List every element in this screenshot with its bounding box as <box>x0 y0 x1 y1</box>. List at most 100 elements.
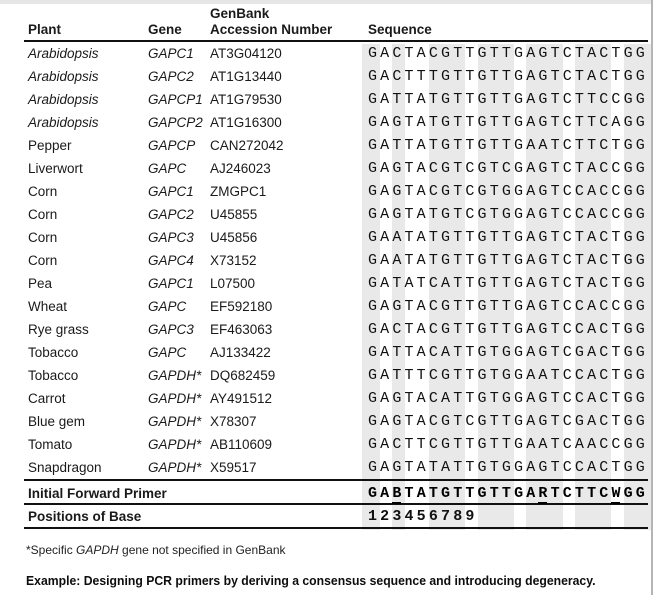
accession-cell: CAN272042 <box>210 138 284 153</box>
example-caption: Example: Designing PCR primers by derivi… <box>26 573 596 588</box>
header-sequence: Sequence <box>368 22 432 37</box>
table-row: Wheat GAPC EF592180 GAGTACGTTGTTGAGTCCACCGG <box>24 295 648 318</box>
primer-base: A <box>380 485 390 502</box>
accession-cell: AJ133422 <box>210 345 271 360</box>
primer-base: G <box>368 485 378 502</box>
gene-cell: GAPDH* <box>148 414 202 429</box>
highlight-stripe <box>623 44 651 530</box>
plant-cell: Corn <box>28 207 58 222</box>
primer-base: C <box>562 485 572 502</box>
gene-cell: GAPC1 <box>148 184 194 199</box>
table-row: Pea GAPC1 L07500 GATATCATTGTTGAGTCTACTGG <box>24 272 648 295</box>
accession-cell: AT1G16300 <box>210 115 282 130</box>
gene-cell: GAPDH* <box>148 368 202 383</box>
table-body: Arabidopsis GAPC1 AT3G04120 GACTACGTTGTTGAG… <box>24 42 648 479</box>
table-row: Liverwort GAPC AJ246023 GAGTACGTCGTCGAGTCTA… <box>24 157 648 180</box>
gene-cell: GAPDH* <box>148 391 202 406</box>
table-header-row: Plant Gene GenBank Accession Number Sequ… <box>24 4 648 42</box>
plant-cell: Corn <box>28 253 58 268</box>
plant-cell: Pepper <box>28 138 72 153</box>
plant-cell: Pea <box>28 276 53 291</box>
highlight-stripe <box>526 44 563 530</box>
footnote-prefix: *Specific <box>26 543 77 557</box>
accession-cell: U45855 <box>210 207 258 222</box>
figure-top-edge <box>0 0 651 4</box>
table-row: Corn GAPC1 ZMGPC1 GAGTACGTCGTGGAGTCCACCGG <box>24 180 648 203</box>
accession-cell: AT3G04120 <box>210 46 282 61</box>
plant-cell: Corn <box>28 230 58 245</box>
gene-cell: GAPC1 <box>148 46 194 61</box>
accession-cell: ZMGPC1 <box>210 184 267 199</box>
table-row: Corn GAPC2 U45855 GAGTATGTCGTGGAGTCCACCGG <box>24 203 648 226</box>
plant-cell: Tomato <box>28 437 73 452</box>
primer-base: A <box>526 485 536 502</box>
sequence-cell: GACTTTGTTGTTGAGTCTACTGG <box>368 68 648 85</box>
header-plant: Plant <box>28 22 62 37</box>
sequence-cell: GACTACGTTGTTGAGTCTACTGG <box>368 45 648 62</box>
primer-base: T <box>428 485 438 502</box>
gene-cell: GAPC2 <box>148 69 194 84</box>
sequence-cell: GACTACGTTGTTGAGTCCACTGG <box>368 321 648 338</box>
primer-base: T <box>453 485 463 502</box>
plant-cell: Arabidopsis <box>28 69 99 84</box>
table-row: Tomato GAPDH* AB110609 GACTTCGTTGTTGAATCAAC… <box>24 433 648 456</box>
plant-cell: Tobacco <box>28 368 79 383</box>
alignment-table: Plant Gene GenBank Accession Number Sequ… <box>24 0 648 588</box>
accession-cell: EF463063 <box>210 322 273 337</box>
sequence-cell: GAATATGTTGTTGAGTCTACTGG <box>368 252 648 269</box>
table-row: Arabidopsis GAPC1 AT3G04120 GACTACGTTGTTGAG… <box>24 42 648 65</box>
sequence-cell: GAGTACGTCGTCGAGTCTACCGG <box>368 160 648 177</box>
accession-cell: X78307 <box>210 414 257 429</box>
plant-cell: Blue gem <box>28 414 86 429</box>
degenerate-base: R <box>538 485 548 504</box>
plant-cell: Liverwort <box>28 161 83 176</box>
positions-of-base-row: Positions of Base 123456789 <box>24 505 648 529</box>
accession-cell: AT1G13440 <box>210 69 282 84</box>
sequence-column-highlight-stripes <box>362 44 651 530</box>
primer-base: G <box>635 485 645 502</box>
gene-cell: GAPC2 <box>148 207 194 222</box>
primer-base: T <box>501 485 511 502</box>
footnote-suffix: gene not specified in GenBank <box>118 543 286 557</box>
accession-cell: EF592180 <box>210 299 273 314</box>
table-row: Corn GAPC4 X73152 GAATATGTTGTTGAGTCTACTGG <box>24 249 648 272</box>
primer-base: G <box>441 485 451 502</box>
primer-base: A <box>416 485 426 502</box>
primer-base: T <box>404 485 414 502</box>
gene-cell: GAPDH* <box>148 437 202 452</box>
sequence-cell: GATTATGTTGTTGAATCTTCTGG <box>368 137 648 154</box>
header-gene: Gene <box>148 22 182 37</box>
gene-cell: GAPC <box>148 161 187 176</box>
plant-cell: Arabidopsis <box>28 92 99 107</box>
accession-cell: AB110609 <box>210 437 273 452</box>
primer-base: T <box>465 485 475 502</box>
primer-base: T <box>489 485 499 502</box>
primer-label: Initial Forward Primer <box>28 486 167 501</box>
primer-base: G <box>477 485 487 502</box>
highlight-stripe <box>477 44 515 530</box>
header-accession-line1: GenBank <box>210 6 270 21</box>
highlight-stripe <box>574 44 612 530</box>
highlight-stripe <box>428 44 466 530</box>
footnote: *Specific GAPDH gene not specified in Ge… <box>26 543 648 557</box>
table-row: Tobacco GAPDH* DQ682459 GATTTCGTTGTGGAATCCA… <box>24 364 648 387</box>
primer-base: C <box>599 485 609 502</box>
table-row: Arabidopsis GAPCP2 AT1G16300 GAGTATGTTGTTGA… <box>24 111 648 134</box>
sequence-cell: GACTTCGTTGTTGAATCAACCGG <box>368 436 648 453</box>
table-row: Corn GAPC3 U45856 GAATATGTTGTTGAGTCTACTGG <box>24 226 648 249</box>
sequence-cell: GAGTATATTGTGGAGTCCACTGG <box>368 459 648 476</box>
plant-cell: Snapdragon <box>28 460 102 475</box>
highlight-stripe <box>362 44 381 530</box>
sequence-cell: GAGTATGTCGTGGAGTCCACCGG <box>368 206 648 223</box>
accession-cell: L07500 <box>210 276 256 291</box>
primer-base: G <box>514 485 524 502</box>
primer-base: T <box>587 485 597 502</box>
accession-cell: AY491512 <box>210 391 273 406</box>
gene-cell: GAPDH* <box>148 460 202 475</box>
accession-cell: X73152 <box>210 253 257 268</box>
sequence-cell: GATTTCGTTGTGGAATCCACTGG <box>368 367 648 384</box>
sequence-cell: GAGTATGTTGTTGAGTCTTCAGG <box>368 114 648 131</box>
